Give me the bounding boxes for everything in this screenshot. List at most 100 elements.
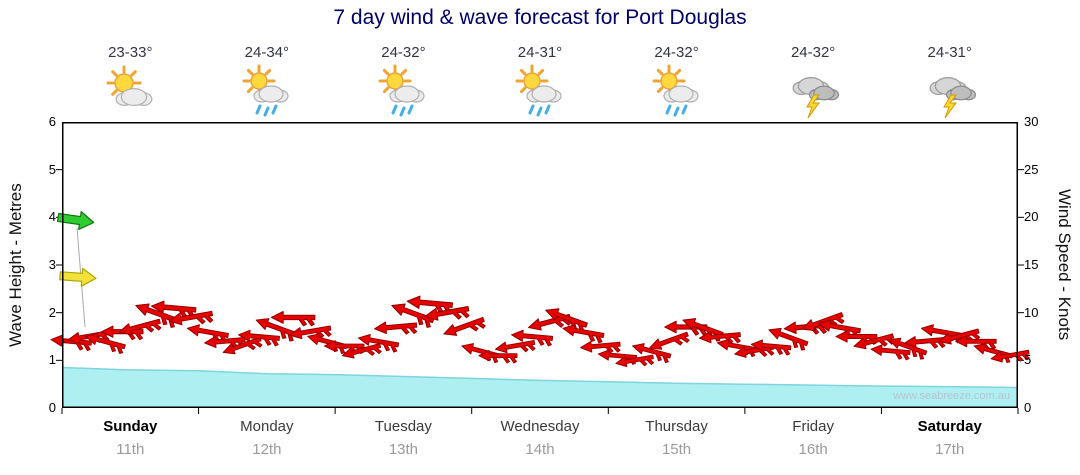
- day-temperature: 24-32°: [381, 44, 426, 61]
- raindrop-icon: [271, 104, 278, 115]
- raindrop-icon: [665, 104, 672, 115]
- wind-arrow: [478, 349, 518, 364]
- cloud-icon: [809, 85, 840, 101]
- day-temperature: 24-31°: [517, 44, 563, 61]
- wind-arrow: [85, 333, 126, 354]
- raindrop-icon: [263, 106, 270, 117]
- right-axis-tick-label: 30: [1024, 114, 1039, 129]
- wind-arrow: [374, 321, 418, 335]
- day-date: 11th: [116, 441, 145, 458]
- day-temperature: 24-32°: [654, 44, 699, 61]
- wind-arrow: [391, 303, 435, 328]
- wind-arrow: [443, 316, 486, 336]
- day-temperature: 24-32°: [790, 44, 836, 61]
- wave-height-line: [61, 366, 1019, 389]
- day-name: Thursday: [645, 418, 708, 435]
- wind-arrow: [270, 310, 316, 327]
- wind-arrow: [289, 325, 332, 340]
- raindrop-icon: [673, 106, 680, 117]
- cloud-icon: [115, 88, 153, 106]
- wind-arrow: [698, 331, 741, 344]
- day-date: 14th: [525, 441, 555, 458]
- wind-arrow: [238, 329, 280, 347]
- raindrop-icon: [544, 104, 551, 115]
- wind-arrow: [511, 329, 554, 347]
- wind-arrow: [562, 324, 605, 344]
- left-axis-tick-label: 6: [48, 114, 56, 129]
- weather-icon-sun-showers: [335, 64, 472, 120]
- wind-arrow: [870, 344, 911, 361]
- wave-height-area: [62, 367, 1018, 408]
- sun-icon: [652, 64, 686, 98]
- wind-arrow: [545, 308, 588, 333]
- swell-marker-arrow: [56, 211, 95, 231]
- raindrop-icon: [391, 104, 398, 115]
- right-axis-tick-label: 20: [1024, 209, 1039, 225]
- page-title: 7 day wind & wave forecast for Port Doug…: [333, 6, 747, 29]
- day-name: Friday: [792, 418, 834, 435]
- day-temperature: 24-31°: [927, 44, 972, 61]
- day-date: 17th: [935, 441, 965, 458]
- raindrop-icon: [399, 106, 406, 117]
- wind-arrow: [307, 333, 348, 354]
- wind-arrow: [461, 343, 501, 364]
- wind-arrow: [358, 333, 400, 353]
- weather-icon-storm: [881, 64, 1018, 120]
- wind-arrow: [955, 335, 997, 350]
- raindrop-icon: [681, 104, 688, 115]
- left-axis-tick-label: 1: [48, 352, 56, 368]
- wind-arrow: [424, 306, 470, 321]
- left-axis-tick-label: 4: [48, 209, 56, 225]
- day-temperature: 24-34°: [244, 44, 290, 61]
- wind-arrow: [341, 343, 382, 359]
- day-date: 16th: [798, 441, 828, 458]
- day-name: Tuesday: [374, 418, 432, 435]
- left-axis-title: Wave Height - Metres: [6, 183, 25, 347]
- wind-arrow: [580, 340, 621, 354]
- wind-arrow: [750, 339, 792, 356]
- day-name: Saturday: [917, 418, 982, 435]
- cloud-icon: [526, 85, 562, 103]
- raindrop-icon: [255, 104, 262, 115]
- wind-arrow: [168, 310, 214, 326]
- wind-marker-arrow: [59, 267, 97, 287]
- wind-arrow: [649, 331, 690, 350]
- wind-arrow: [615, 354, 655, 368]
- wind-arrow: [853, 333, 895, 350]
- wind-arrow: [632, 343, 672, 364]
- wind-arrow: [973, 343, 1013, 364]
- left-axis-tick-label: 3: [48, 257, 56, 272]
- day-name: Monday: [240, 418, 294, 435]
- weather-icon-sun-showers: [199, 64, 336, 120]
- day-date: 12th: [252, 441, 282, 458]
- raindrop-icon: [407, 104, 414, 115]
- wind-arrow: [990, 349, 1030, 363]
- watermark: www.seabreeze.com.au: [893, 390, 1010, 402]
- raindrop-icon: [536, 106, 543, 117]
- raindrop-icon: [528, 104, 535, 115]
- day-name: Sunday: [103, 418, 158, 435]
- chart-plot: [50, 122, 1030, 414]
- weather-icon-sun-showers: [608, 64, 745, 120]
- weather-icon-storm: [745, 64, 882, 120]
- right-axis-tick-label: 25: [1024, 161, 1039, 177]
- left-axis-tick-label: 2: [48, 304, 56, 320]
- lightning-icon: [942, 94, 957, 119]
- weather-icon-sun-showers: [472, 64, 609, 120]
- right-axis-tick-label: 15: [1024, 257, 1039, 272]
- left-axis-tick-label: 5: [48, 161, 56, 177]
- cloud-icon: [253, 85, 289, 103]
- cloud-icon: [945, 85, 976, 101]
- chart-border: [62, 122, 1018, 408]
- day-name: Wednesday: [500, 418, 580, 435]
- right-axis-title: Wind Speed - Knots: [1055, 189, 1074, 341]
- day-date: 13th: [388, 441, 419, 458]
- right-axis-tick-label: 10: [1024, 304, 1039, 320]
- lightning-icon: [806, 94, 821, 119]
- wind-arrow: [222, 336, 263, 355]
- wind-arrow: [495, 340, 536, 354]
- right-axis-tick-label: 5: [1024, 352, 1032, 368]
- left-axis-tick-label: 0: [48, 400, 56, 415]
- wind-arrow: [768, 327, 809, 351]
